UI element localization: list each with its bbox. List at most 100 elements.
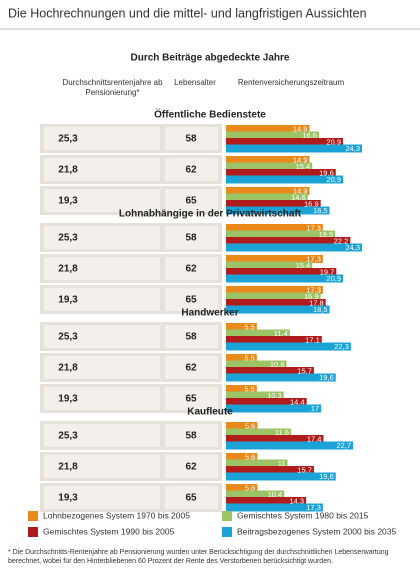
bar bbox=[226, 206, 330, 215]
bar-label: 5,5 bbox=[244, 384, 254, 393]
bar-label: 11,6 bbox=[275, 428, 289, 437]
age-cell bbox=[165, 288, 218, 311]
years-cell bbox=[44, 424, 160, 447]
column-header: Rentenversicherungszeitraum bbox=[237, 78, 345, 87]
bar-label: 18,5 bbox=[313, 305, 328, 314]
age-cell bbox=[165, 486, 218, 509]
bar-label: 17,3 bbox=[306, 254, 321, 263]
years-value: 19,3 bbox=[58, 394, 78, 405]
bar-label: 15,4 bbox=[296, 261, 311, 270]
page-title: Die Hochrechnungen und die mittel- und l… bbox=[8, 6, 367, 20]
bar bbox=[226, 156, 310, 164]
bar-label: 24,3 bbox=[345, 243, 360, 252]
bar bbox=[226, 286, 323, 294]
bar bbox=[226, 466, 314, 474]
group-title: Handwerker bbox=[181, 308, 238, 319]
bar bbox=[226, 125, 310, 133]
bar-label: 22,7 bbox=[337, 441, 352, 450]
years-cell bbox=[44, 288, 160, 311]
bar bbox=[226, 162, 313, 171]
bar-label: 15,7 bbox=[297, 366, 312, 375]
bar bbox=[226, 305, 330, 314]
age-value: 62 bbox=[185, 462, 197, 473]
bar-label: 20,9 bbox=[326, 274, 341, 283]
years-cell bbox=[44, 226, 160, 249]
bar bbox=[226, 428, 291, 437]
bar bbox=[226, 237, 351, 245]
bar bbox=[226, 490, 285, 499]
age-value: 62 bbox=[185, 363, 197, 374]
age-cell bbox=[165, 325, 218, 348]
age-value: 65 bbox=[185, 196, 197, 207]
bar bbox=[226, 261, 313, 270]
legend-label: Beitragsbezogenes System 2000 bis 2035 bbox=[237, 526, 397, 536]
bar bbox=[226, 274, 344, 283]
bar bbox=[226, 230, 336, 239]
bar-label: 17,8 bbox=[309, 298, 324, 307]
years-value: 21,8 bbox=[58, 462, 78, 473]
years-cell bbox=[44, 158, 160, 181]
years-cell bbox=[44, 486, 160, 509]
bar bbox=[226, 336, 322, 344]
years-cell bbox=[44, 127, 160, 150]
age-cell bbox=[165, 226, 218, 249]
age-value: 62 bbox=[185, 264, 197, 275]
bar-label: 14,9 bbox=[293, 124, 308, 133]
group-title: Lohnabhängige in der Privatwirtschaft bbox=[119, 209, 302, 220]
years-value: 19,3 bbox=[58, 196, 78, 207]
bar bbox=[226, 138, 344, 146]
bar bbox=[226, 224, 323, 232]
years-cell bbox=[44, 257, 160, 280]
bar bbox=[226, 385, 257, 393]
bar-label: 10,3 bbox=[267, 391, 282, 400]
bar bbox=[226, 373, 336, 382]
bar bbox=[226, 354, 257, 362]
bar-label: 16,9 bbox=[304, 199, 319, 208]
years-cell bbox=[44, 325, 160, 348]
age-cell bbox=[165, 127, 218, 150]
bar bbox=[226, 472, 336, 481]
age-cell bbox=[165, 189, 218, 212]
years-value: 21,8 bbox=[58, 363, 78, 374]
bar bbox=[226, 503, 323, 512]
years-value: 25,3 bbox=[58, 431, 78, 442]
legend-label: Gemischtes System 1990 bis 2005 bbox=[43, 526, 175, 536]
bar-label: 5,6 bbox=[245, 452, 255, 461]
bar-label: 17,3 bbox=[306, 223, 321, 232]
bar bbox=[226, 323, 257, 331]
years-value: 25,3 bbox=[58, 233, 78, 244]
bar bbox=[226, 435, 324, 443]
group-title: Kaufleute bbox=[187, 407, 233, 418]
years-cell bbox=[44, 356, 160, 379]
legend-label: Gemischtes System 1980 bis 2015 bbox=[237, 510, 369, 520]
legend-swatch bbox=[222, 527, 232, 537]
bar bbox=[226, 299, 326, 307]
bar-label: 14,9 bbox=[293, 155, 308, 164]
bar-label: 19,7 bbox=[320, 267, 335, 276]
bar-label: 10,8 bbox=[270, 360, 285, 369]
footnote: * Die Durchschnitts-Rentenjahre ab Pensi… bbox=[8, 549, 389, 565]
bar bbox=[226, 268, 337, 276]
years-cell bbox=[44, 189, 160, 212]
legend-swatch bbox=[28, 527, 38, 537]
bar-label: 5,5 bbox=[244, 322, 254, 331]
age-cell bbox=[165, 424, 218, 447]
bar-label: 22,3 bbox=[334, 342, 349, 351]
bar-label: 5,5 bbox=[244, 353, 254, 362]
age-cell bbox=[165, 356, 218, 379]
bar-label: 17 bbox=[311, 404, 319, 413]
bar bbox=[226, 200, 321, 208]
bar-label: 14,4 bbox=[290, 397, 305, 406]
bar-label: 20,9 bbox=[326, 137, 341, 146]
group-title: Öffentliche Bedienstete bbox=[154, 108, 266, 121]
age-value: 65 bbox=[185, 493, 197, 504]
legend-swatch bbox=[28, 511, 38, 521]
age-value: 65 bbox=[185, 394, 197, 405]
bar-label: 5,6 bbox=[245, 421, 255, 430]
bar bbox=[226, 243, 363, 252]
bar bbox=[226, 497, 307, 505]
bar-label: 19,6 bbox=[319, 168, 334, 177]
bar-label: 19,6 bbox=[319, 472, 334, 481]
